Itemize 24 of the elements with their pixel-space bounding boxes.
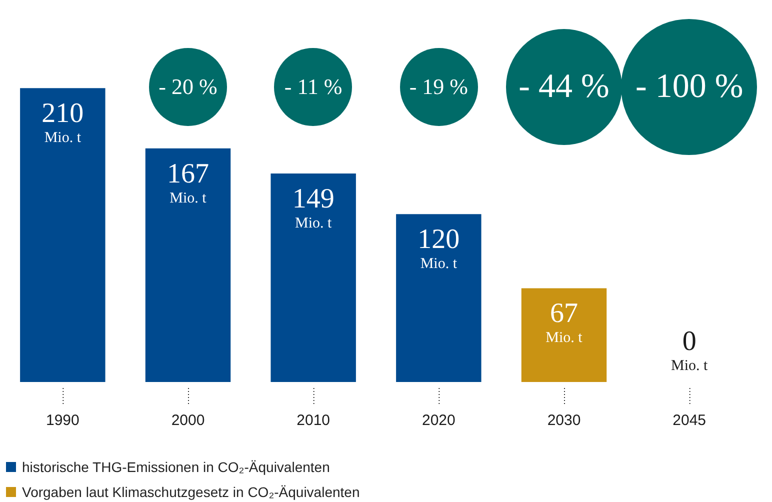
data-label: 167 Mio. t	[167, 158, 209, 206]
circle-badge: - 11 %	[274, 48, 352, 126]
x-tick-label: 2045	[672, 412, 706, 430]
x-tick-label: 2010	[296, 412, 330, 430]
x-tick-label: 2020	[422, 412, 456, 430]
x-tick-label: 2030	[547, 412, 581, 430]
circle-badge: - 100 %	[621, 19, 758, 155]
circle-badge: - 20 %	[149, 48, 227, 126]
data-label: 120 Mio. t	[418, 224, 460, 272]
bar	[20, 88, 106, 382]
circle-badge: - 44 %	[506, 29, 622, 145]
data-label: 67 Mio. t	[546, 298, 584, 346]
bar	[521, 288, 607, 382]
data-label: 0 Mio. t	[670, 326, 708, 374]
legend-label: historische THG-Emissionen in CO₂-Äquivalenten	[22, 458, 330, 474]
x-tick-label: 2000	[171, 412, 205, 430]
bar	[270, 174, 356, 382]
data-label: 149 Mio. t	[292, 184, 334, 232]
bar	[145, 148, 231, 382]
bar	[396, 214, 482, 382]
data-label: 210 Mio. t	[42, 98, 84, 146]
x-tick-label: 1990	[46, 412, 80, 430]
circle-badge: - 19 %	[400, 48, 478, 126]
legend-label: Vorgaben laut Klimaschutzgesetz in CO₂-Äquivalenten	[22, 484, 360, 500]
